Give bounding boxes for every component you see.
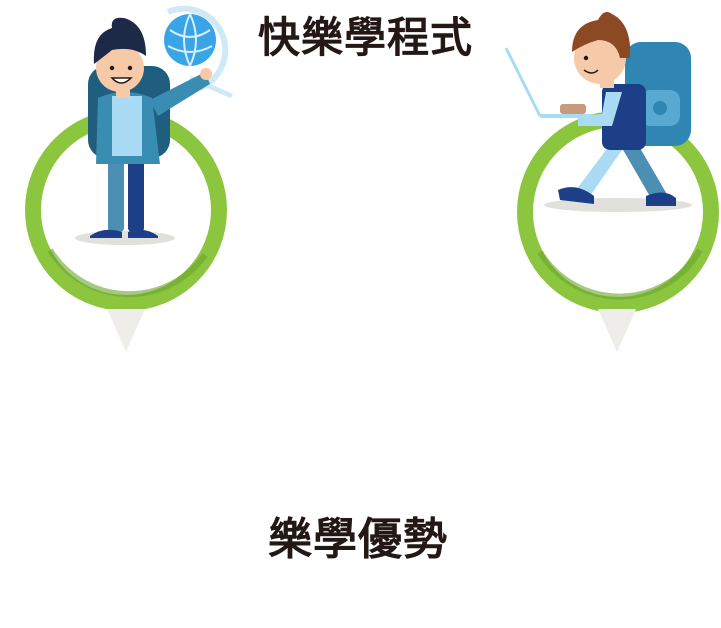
section-title-happy-coding: 快樂學程式 [258, 13, 474, 62]
section-title-learning-advantages: 樂學優勢 [268, 514, 448, 565]
kid-with-globe-icon [25, 5, 233, 352]
kid-with-laptop-icon [504, 12, 719, 352]
globe [164, 14, 216, 66]
pointer-triangle [107, 309, 145, 352]
kid-with-globe-badge [10, 5, 250, 355]
pointer-triangle [598, 309, 636, 352]
kid-with-laptop-badge [500, 0, 721, 355]
